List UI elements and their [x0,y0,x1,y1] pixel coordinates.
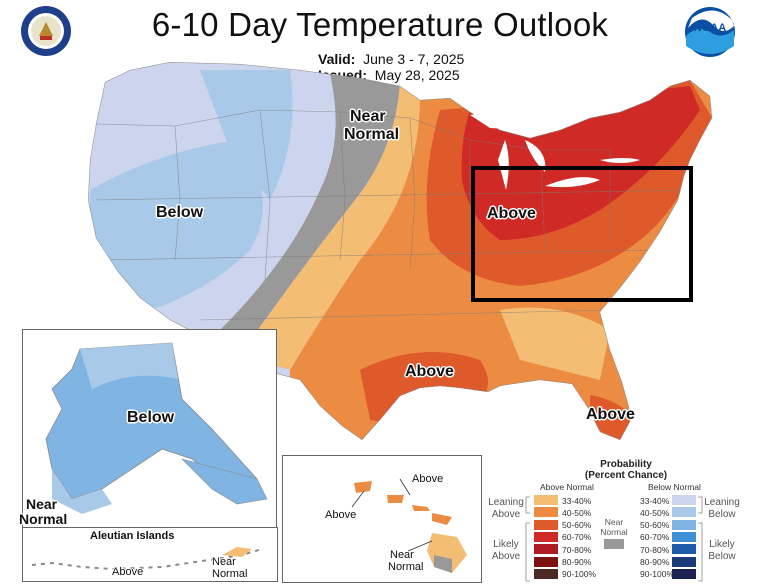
legend-above-swatch [534,556,558,567]
legend-below-swatch [672,531,696,542]
issued-value: May 28, 2025 [374,67,460,83]
above-33-40-west-region [240,84,430,370]
above-33-40-southeast-region [500,307,610,380]
highlight-box [471,166,693,302]
legend-below-range: 33-40% [640,495,670,506]
label-hawaii-normal: Normal [388,561,424,573]
noaa-commerce-seal [20,5,72,57]
legend-above-swatch [534,495,558,505]
label-alaska-below: Below [127,409,175,426]
lake-superior [470,112,540,129]
legend: Probability (Percent Chance) Above Norma… [486,455,758,585]
below-40-50-region [90,140,263,310]
legend-below-range: 60-70% [640,532,670,543]
legend-likely-above: Likely Above [488,539,524,563]
legend-above-swatch [534,519,558,530]
legend-near-normal-1: Near [604,517,624,527]
alaska-panhandle [180,458,268,505]
commerce-seal-icon [21,6,71,56]
legend-above-range: 90-100% [562,569,597,580]
label-aleutian-near: Near [212,556,236,568]
noaa-logo: NOAA [684,6,736,58]
near-normal-region [220,74,400,355]
legend-below-swatch [672,556,696,567]
label-hawaii-near: Near [390,549,414,561]
legend-above-range: 33-40% [562,495,592,506]
legend-likely-below-2: Below [708,551,736,562]
label-aleutian-title: Aleutian Islands [90,530,175,542]
label-aleutian-normal: Normal [212,568,248,580]
legend-likely-below: Likely Below [702,539,742,563]
aleutian-inset [22,527,278,582]
valid-label: Valid: [318,51,356,67]
lake-michigan [498,140,509,190]
valid-row: Valid: June 3 - 7, 2025 [318,51,464,67]
hawaii-inset [282,455,482,583]
label-conus-above-east: Above [487,205,536,222]
lake-huron [525,140,546,172]
legend-title-2: (Percent Chance) [584,470,668,481]
valid-value: June 3 - 7, 2025 [363,51,465,67]
legend-below-range: 90-100% [640,569,675,580]
legend-title-1: Probability [600,459,652,470]
label-aleutian-above: Above [112,566,144,578]
alaska-southwest-region [52,469,112,514]
legend-above-swatch [534,544,558,555]
legend-leaning-above-2: Above [491,509,521,520]
legend-above-range: 50-60% [562,520,592,531]
legend-above-swatch [534,507,558,518]
label-conus-normal: Normal [344,126,400,143]
legend-near-normal: Near Normal [596,517,632,537]
label-alaska-near: Near [26,496,58,512]
legend-below-range: 80-90% [640,557,670,567]
legend-below-swatch [672,495,696,505]
legend-below-swatch [672,519,696,530]
legend-above-header: Above Normal [540,482,594,492]
below-40-50-north-region [200,70,293,200]
legend-leaning-below-2: Below [708,509,736,520]
legend-below-header: Below Normal [648,482,701,492]
alaska-north-region [80,343,178,389]
legend-above-range: 80-90% [562,557,592,567]
label-conus-below: Below [156,204,204,221]
legend-leaning-below-1: Leaning [704,497,740,508]
alaska-inset [22,329,277,529]
legend-near-normal-2: Normal [600,527,628,537]
legend-below-range: 50-60% [640,520,670,531]
legend-below-range: 70-80% [640,544,670,555]
legend-above-range: 60-70% [562,532,592,543]
page-title: 6-10 Day Temperature Outlook [151,6,609,43]
legend-below-range: 40-50% [640,507,670,518]
legend-likely-below-1: Likely [709,539,735,550]
legend-likely-above-2: Above [491,551,521,562]
legend-below-swatch [672,568,696,579]
lake-ontario [600,158,640,163]
legend-below-swatch [672,544,696,555]
legend-leaning-above-1: Leaning [488,497,524,508]
legend-leaning-below: Leaning Below [702,497,742,521]
legend-above-range: 70-80% [562,544,592,555]
legend-likely-above-1: Likely [493,539,519,550]
label-alaska-normal: Normal [19,511,68,527]
label-conus-above-florida: Above [586,406,635,423]
legend-brackets [525,496,703,582]
lake-erie [545,177,600,188]
legend-above-range: 40-50% [562,507,592,518]
legend-below-swatch [672,507,696,518]
legend-above-swatch [534,531,558,542]
label-hawaii-above-2: Above [325,509,357,521]
label-hawaii-above-1: Above [412,473,444,485]
label-conus-above-texas: Above [405,363,454,380]
noaa-logo-icon: NOAA [685,7,735,57]
legend-near-normal-swatch [604,539,624,549]
legend-leaning-above: Leaning Above [488,497,524,521]
label-conus-near: Near [350,108,386,125]
legend-above-swatch [534,568,558,579]
svg-text:NOAA: NOAA [694,22,726,34]
